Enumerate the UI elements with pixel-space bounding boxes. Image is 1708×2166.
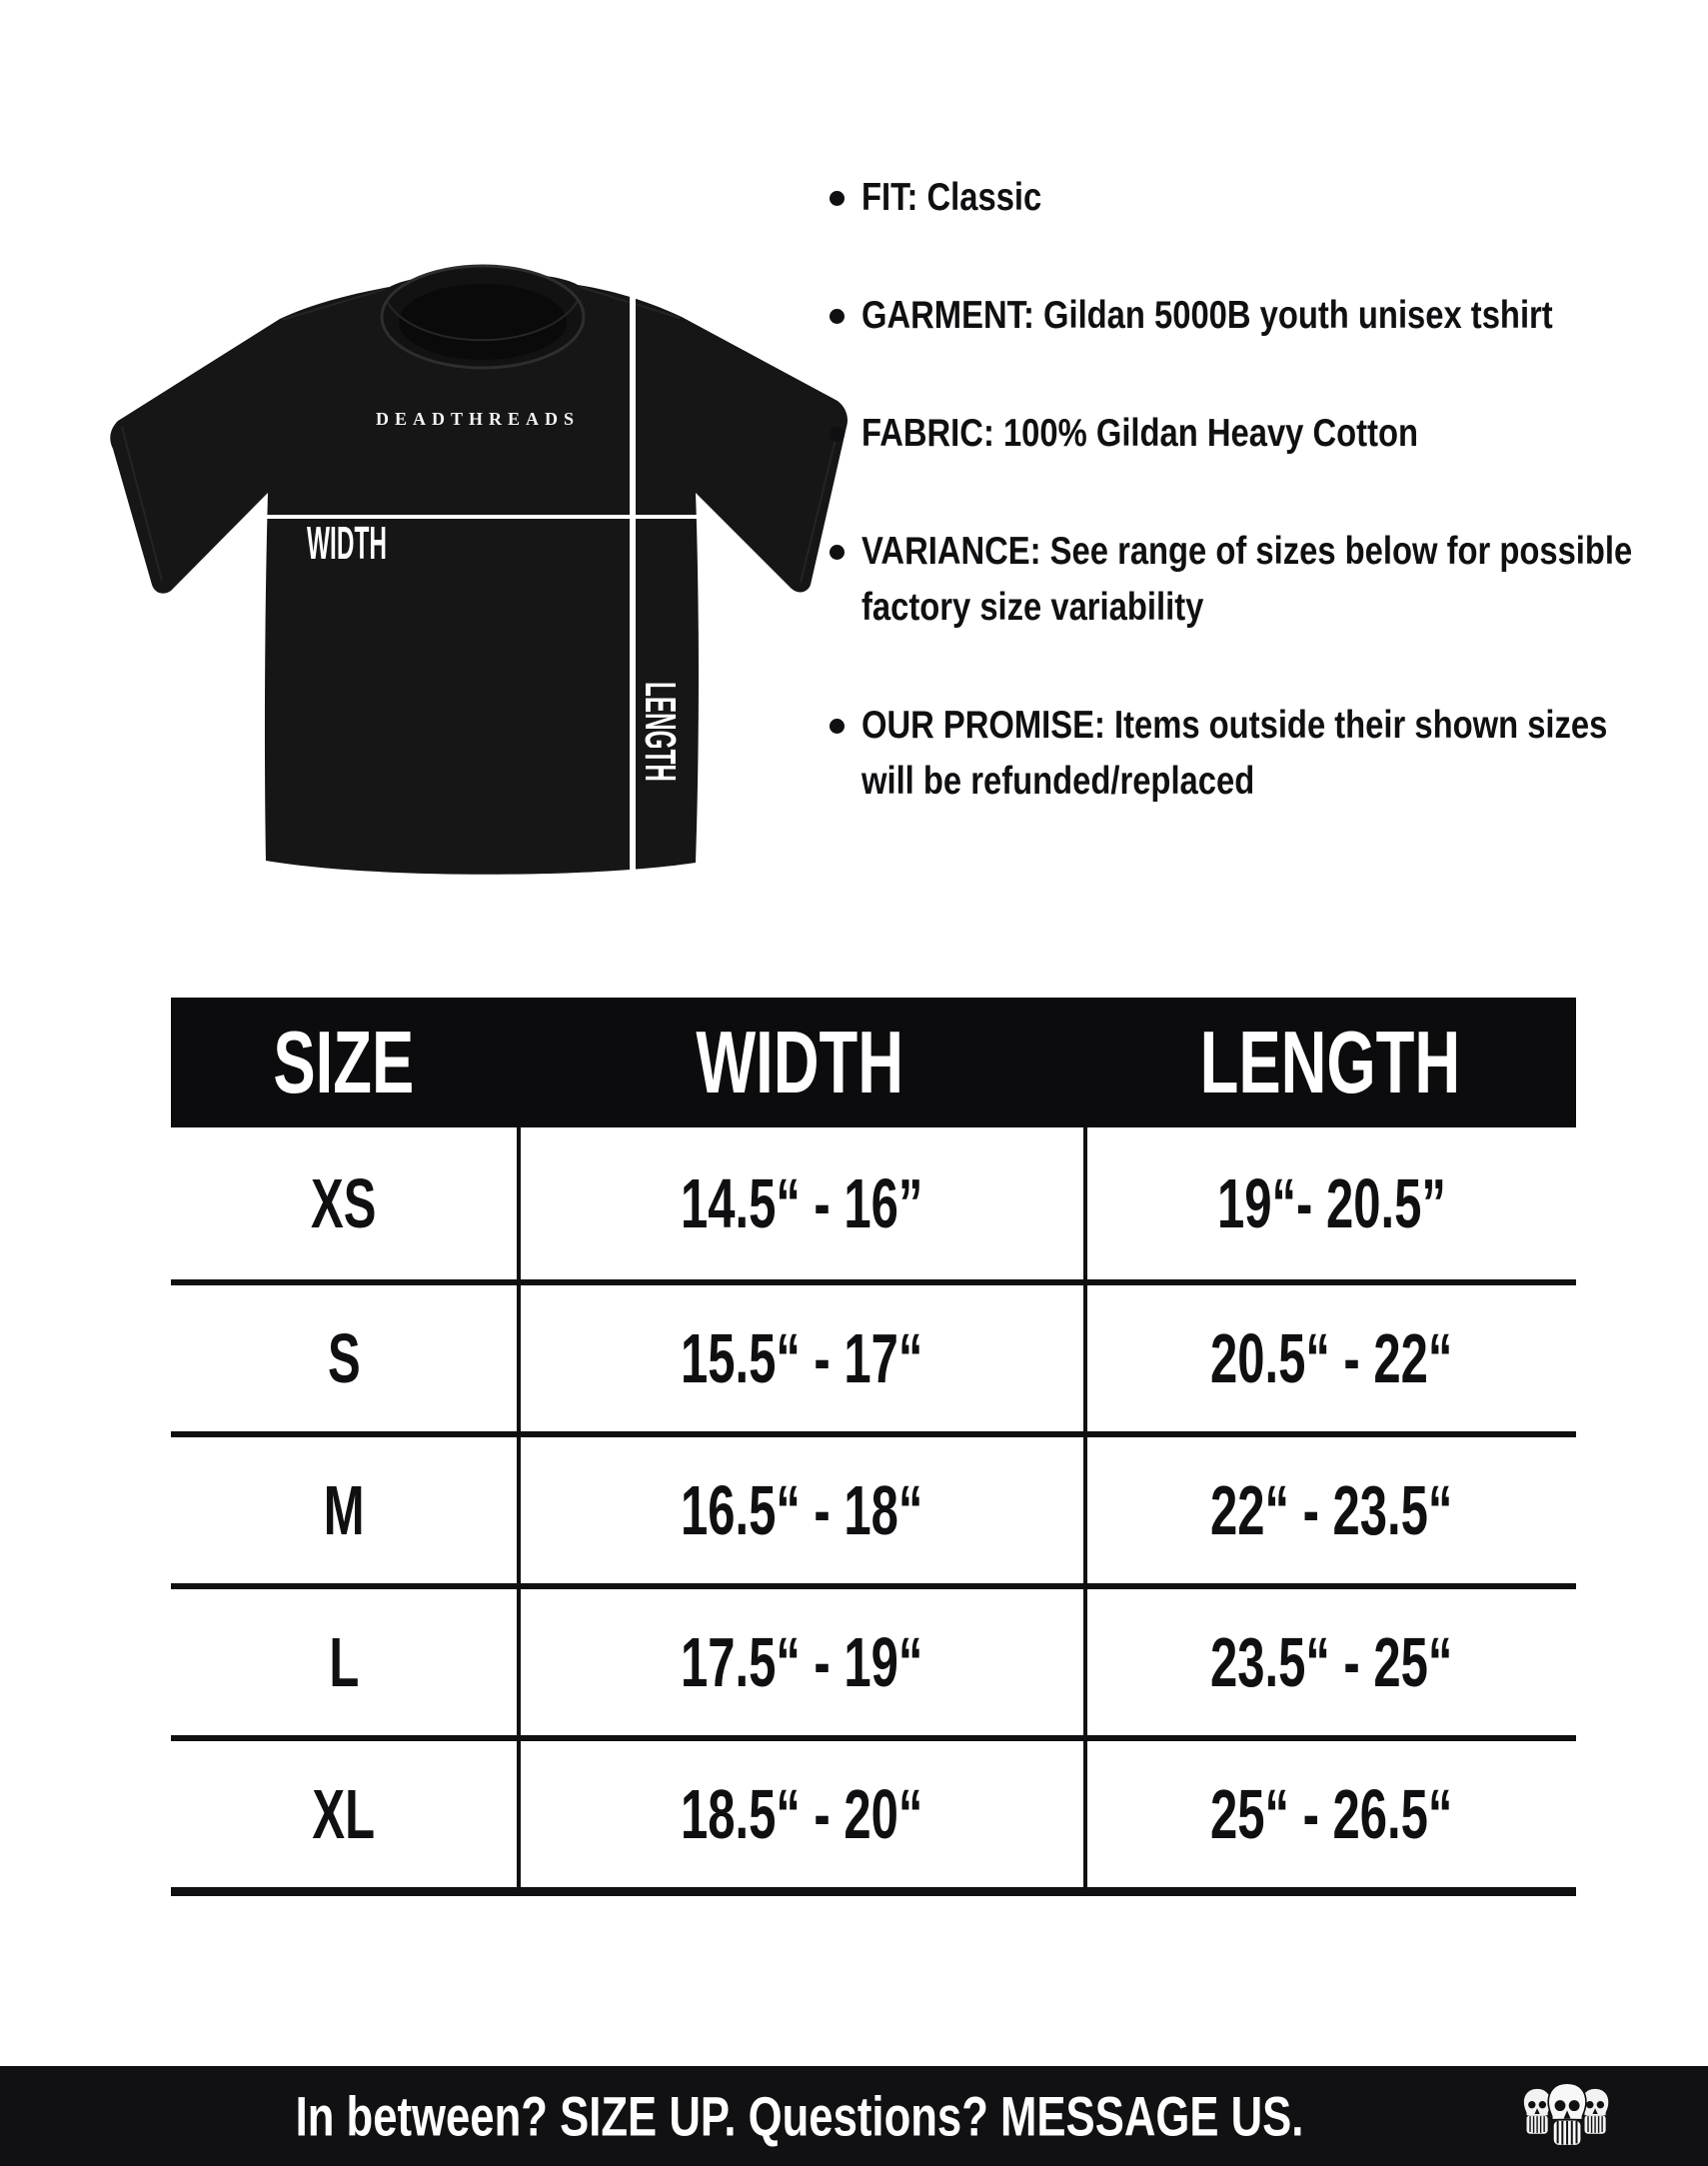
collar-seam (387, 300, 579, 342)
cell-width: 16.5“ - 18“ (517, 1437, 1083, 1583)
size-table: SIZE WIDTH LENGTH XS 14.5“ - 16” 19“- 20… (171, 998, 1576, 1896)
list-item-garment: GARMENT: Gildan 5000B youth unisex tshir… (830, 288, 1629, 344)
table-row-s: S 15.5“ - 17“ 20.5“ - 22“ (171, 1279, 1576, 1431)
size-table-body: XS 14.5“ - 16” 19“- 20.5” S 15.5“ - 17“ … (171, 1127, 1576, 1896)
cell-size: S (327, 1319, 361, 1397)
triple-skull-icon (1523, 2082, 1609, 2147)
bullet-dot (830, 719, 845, 734)
bullet-dot (830, 191, 845, 206)
cell-size: XS (311, 1164, 377, 1242)
cell-length: 23.5“ - 25“ (1083, 1589, 1576, 1735)
tshirt-body (110, 272, 848, 875)
size-table-header: SIZE WIDTH LENGTH (171, 998, 1576, 1127)
width-measure-line (265, 515, 701, 519)
fabric-text: FABRIC: 100% Gildan Heavy Cotton (861, 412, 1419, 455)
header-width: WIDTH (696, 1013, 904, 1111)
cell-width: 18.5“ - 20“ (517, 1741, 1083, 1887)
header-size: SIZE (273, 1013, 415, 1111)
list-item-promise: OUR PROMISE: Items outside their shown s… (830, 698, 1629, 810)
cell-width: 17.5“ - 19“ (517, 1589, 1083, 1735)
width-label: WIDTH (307, 517, 387, 569)
list-item-fit: FIT: Classic (830, 170, 1629, 226)
cell-width: 14.5“ - 16” (517, 1127, 1083, 1279)
promise-text-line1: OUR PROMISE: Items outside their shown s… (861, 704, 1608, 747)
cell-size: XL (312, 1775, 376, 1853)
table-row-xs: XS 14.5“ - 16” 19“- 20.5” (171, 1127, 1576, 1279)
product-details-list: FIT: Classic GARMENT: Gildan 5000B youth… (830, 170, 1633, 872)
bullet-dot (830, 545, 845, 560)
header-length: LENGTH (1199, 1013, 1460, 1111)
cell-width: 15.5“ - 17“ (517, 1285, 1083, 1431)
footer-bar: In between? SIZE UP. Questions? MESSAGE … (0, 2066, 1708, 2166)
bullet-dot (830, 309, 845, 324)
variance-text-line2: factory size variability (861, 586, 1204, 629)
length-measure-line (630, 289, 636, 881)
length-label: LENGTH (636, 682, 685, 782)
tshirt-graphic: DEADTHREADS WIDTH LENGTH (110, 264, 848, 881)
cell-size: M (323, 1471, 365, 1549)
cell-length: 20.5“ - 22“ (1083, 1285, 1576, 1431)
table-row-xl: XL 18.5“ - 20“ 25“ - 26.5“ (171, 1735, 1576, 1887)
table-row-m: M 16.5“ - 18“ 22“ - 23.5“ (171, 1431, 1576, 1583)
footer-message: In between? SIZE UP. Questions? MESSAGE … (295, 2084, 1304, 2148)
tshirt-figure: DEADTHREADS WIDTH LENGTH (70, 225, 850, 895)
cell-length: 19“- 20.5” (1083, 1127, 1576, 1279)
promise-text-line2: will be refunded/replaced (861, 760, 1255, 803)
cell-length: 22“ - 23.5“ (1083, 1437, 1576, 1583)
cell-length: 25“ - 26.5“ (1083, 1741, 1576, 1887)
list-item-fabric: FABRIC: 100% Gildan Heavy Cotton (830, 406, 1629, 462)
left-sleeve-seam (121, 426, 163, 582)
table-row-l: L 17.5“ - 19“ 23.5“ - 25“ (171, 1583, 1576, 1735)
fit-text: FIT: Classic (861, 176, 1042, 219)
garment-text: GARMENT: Gildan 5000B youth unisex tshir… (861, 294, 1553, 337)
collar-opening (399, 284, 567, 360)
brand-label: DEADTHREADS (376, 409, 580, 429)
left-shoulder-seam (281, 288, 387, 321)
right-sleeve-seam (800, 430, 839, 584)
cell-size: L (329, 1623, 359, 1701)
bullet-dot (830, 427, 845, 442)
list-item-variance: VARIANCE: See range of sizes below for p… (830, 524, 1633, 636)
variance-text-line1: VARIANCE: See range of sizes below for p… (861, 530, 1633, 573)
